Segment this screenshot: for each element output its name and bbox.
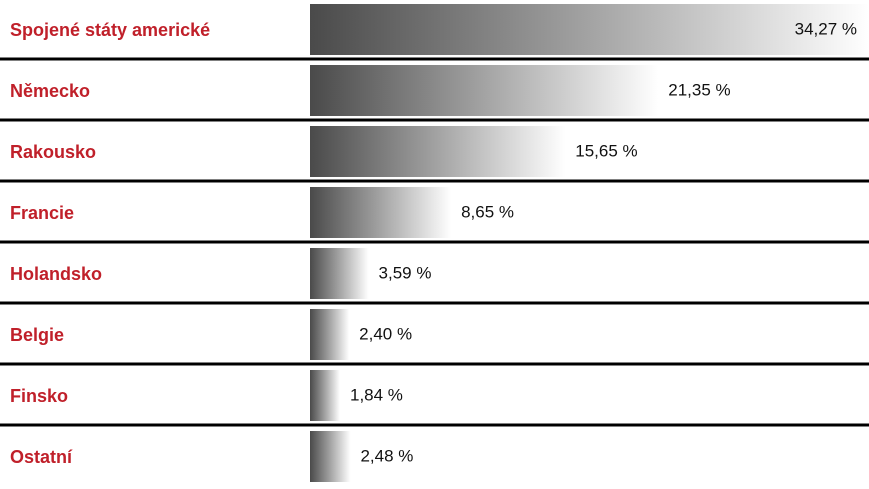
value-label: 3,59 % xyxy=(379,263,432,282)
bar xyxy=(310,248,369,299)
bar xyxy=(310,4,869,55)
category-label: Finsko xyxy=(10,386,68,406)
bar xyxy=(310,126,566,177)
row-separator xyxy=(0,118,869,122)
bar xyxy=(310,309,350,360)
category-label: Holandsko xyxy=(10,264,102,284)
category-label: Ostatní xyxy=(10,447,73,467)
category-label: Belgie xyxy=(10,325,64,345)
category-label: Německo xyxy=(10,81,90,101)
value-label: 2,40 % xyxy=(359,324,412,343)
bar xyxy=(310,65,659,116)
row-separator xyxy=(0,301,869,305)
value-label: 8,65 % xyxy=(461,202,514,221)
bar xyxy=(310,187,452,238)
value-label: 15,65 % xyxy=(575,141,637,160)
row-separator xyxy=(0,240,869,244)
bar xyxy=(310,370,341,421)
row-separator xyxy=(0,57,869,61)
row-separator xyxy=(0,362,869,366)
row-separator xyxy=(0,179,869,183)
value-label: 34,27 % xyxy=(795,19,857,38)
value-label: 2,48 % xyxy=(360,446,413,465)
row-separator xyxy=(0,423,869,427)
bar xyxy=(310,431,351,482)
category-label: Rakousko xyxy=(10,142,96,162)
category-label: Spojené státy americké xyxy=(10,20,210,40)
category-label: Francie xyxy=(10,203,74,223)
value-label: 1,84 % xyxy=(350,385,403,404)
value-label: 21,35 % xyxy=(668,80,730,99)
